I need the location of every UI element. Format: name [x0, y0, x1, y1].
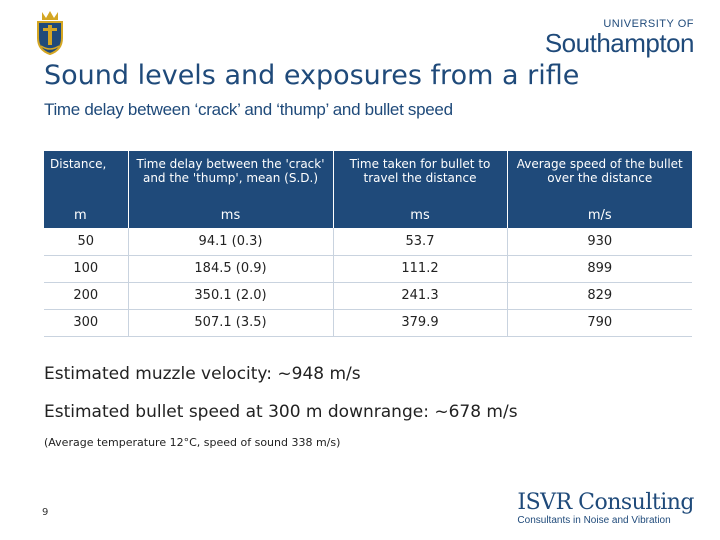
- isvr-consulting-logo: ISVR Consulting Consultants in Noise and…: [517, 492, 694, 528]
- header-time-delay: Time delay between the 'crack' and the '…: [128, 151, 334, 228]
- header-label: Distance,: [50, 157, 107, 171]
- header-unit: m: [74, 208, 87, 223]
- results-table: Distance, m Time delay between the 'crac…: [44, 151, 692, 337]
- cell-time-delay: 350.1 (2.0): [128, 282, 334, 310]
- header-label: Time taken for bullet to travel the dist…: [349, 157, 491, 185]
- header-average-speed: Average speed of the bullet over the dis…: [507, 151, 692, 228]
- header-distance: Distance, m: [44, 151, 129, 228]
- table-row: 50 94.1 (0.3) 53.7 930: [44, 228, 692, 256]
- cell-travel-time: 53.7: [333, 228, 508, 256]
- cell-distance: 300: [44, 309, 129, 337]
- cell-distance: 200: [44, 282, 129, 310]
- cell-average-speed: 930: [507, 228, 692, 256]
- cell-distance: 50: [44, 228, 129, 256]
- slide-subtitle: Time delay between ‘crack’ and ‘thump’ a…: [44, 100, 453, 119]
- header-unit: ms: [410, 208, 430, 223]
- isvr-logo-tagline: Consultants in Noise and Vibration: [517, 515, 671, 526]
- table-row: 300 507.1 (3.5) 379.9 790: [44, 309, 692, 337]
- isvr-logo-name: ISVR Consulting: [517, 490, 694, 515]
- conditions-note: (Average temperature 12°C, speed of soun…: [44, 436, 341, 449]
- cell-travel-time: 379.9: [333, 309, 508, 337]
- cell-time-delay: 94.1 (0.3): [128, 228, 334, 256]
- table-row: 200 350.1 (2.0) 241.3 829: [44, 282, 692, 310]
- cell-average-speed: 899: [507, 255, 692, 283]
- muzzle-velocity-note: Estimated muzzle velocity: ~948 m/s: [44, 364, 361, 384]
- cell-travel-time: 111.2: [333, 255, 508, 283]
- header-travel-time: Time taken for bullet to travel the dist…: [333, 151, 508, 228]
- university-logo-name: Southampton: [544, 28, 695, 58]
- university-of-southampton-logo: UNIVERSITY OF Southampton: [544, 18, 695, 58]
- slide-title: Sound levels and exposures from a rifle: [44, 60, 580, 91]
- cell-average-speed: 829: [507, 282, 692, 310]
- institute-crest-logo: [37, 11, 63, 56]
- header-label: Average speed of the bullet over the dis…: [516, 157, 683, 185]
- header-unit: m/s: [587, 208, 612, 223]
- header-unit: ms: [220, 208, 241, 223]
- table-header-row: Distance, m Time delay between the 'crac…: [44, 151, 692, 228]
- downrange-speed-note: Estimated bullet speed at 300 m downrang…: [44, 402, 518, 422]
- university-logo-of: UNIVERSITY OF: [603, 18, 694, 30]
- cell-average-speed: 790: [507, 309, 692, 337]
- table-row: 100 184.5 (0.9) 111.2 899: [44, 255, 692, 283]
- cell-travel-time: 241.3: [333, 282, 508, 310]
- cell-time-delay: 184.5 (0.9): [128, 255, 334, 283]
- header-label: Time delay between the 'crack' and the '…: [136, 157, 325, 185]
- page-number: 9: [42, 507, 49, 518]
- cell-distance: 100: [44, 255, 129, 283]
- cell-time-delay: 507.1 (3.5): [128, 309, 334, 337]
